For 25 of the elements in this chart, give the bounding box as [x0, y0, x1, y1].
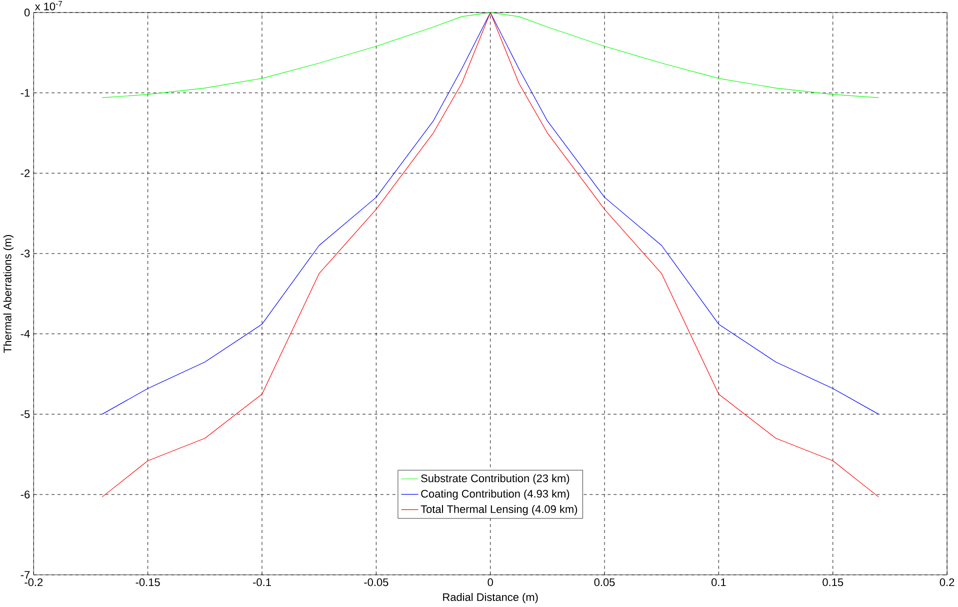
x-tick-label: -0.2 — [24, 578, 43, 586]
y-tick-label: -7 — [20, 571, 30, 579]
legend-label: Substrate Contribution (23 km) — [421, 474, 570, 485]
x-tick-label: 0.15 — [822, 578, 844, 586]
y-tick-label: -6 — [20, 490, 30, 499]
x-tick-label: -0.15 — [136, 578, 160, 586]
x-tick-label: 0.05 — [594, 578, 615, 586]
y-tick-label: -3 — [20, 250, 30, 258]
text: x 10$^{-7}$ — [34, 1, 62, 11]
y-tick-label: -5 — [20, 410, 30, 418]
y-tick-label: -2 — [20, 170, 30, 178]
x-tick-label: 0.2 — [940, 578, 954, 586]
x-axis-title: Radial Distance (m) — [443, 593, 538, 604]
legend-label: Total Thermal Lensing (4.09 km) — [420, 505, 578, 516]
x-tick-label: 0.1 — [712, 578, 726, 586]
x-tick-label: -0.05 — [364, 578, 388, 586]
line-series — [102, 12, 879, 98]
y-tick-label: 0 — [24, 8, 30, 17]
y-tick-label: -4 — [20, 330, 30, 338]
y-axis-title: Thermal Aberrations (m) — [3, 235, 14, 354]
y-tick-label: -1 — [20, 89, 30, 97]
x-tick-label: 0 — [488, 578, 493, 586]
legend-label: Coating Contribution (4.93 km) — [421, 490, 570, 500]
x-tick-label: -0.1 — [253, 578, 271, 586]
line-series — [102, 12, 879, 415]
